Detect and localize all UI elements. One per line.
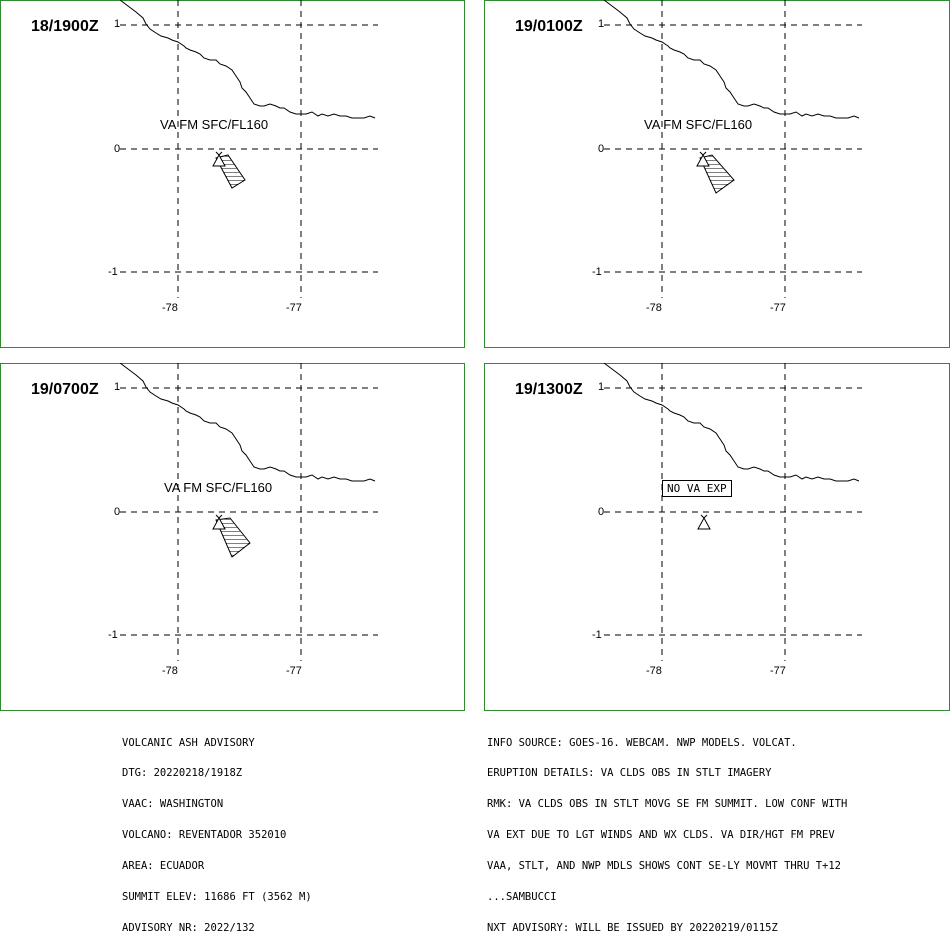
eruption-mark-icon <box>215 151 223 156</box>
no-va-expected-box: NO VA EXP <box>662 480 732 497</box>
lon-label-minus-78: -78 <box>162 302 178 314</box>
advisory-line: AREA: ECUADOR <box>122 860 205 873</box>
forecast-panel-2: 19/0700Z 1 0 -1 -78 -77 VA FM SFC/FL160 <box>0 363 465 711</box>
advisory-line: VAAC: WASHINGTON <box>122 798 224 811</box>
panel-frame <box>0 363 465 711</box>
coastline <box>603 363 860 482</box>
lat-label-minus-1: -1 <box>108 266 118 278</box>
lon-label-minus-77: -77 <box>770 302 786 314</box>
map-graphic <box>119 0 378 298</box>
advisory-line: ...SAMBUCCI <box>487 891 557 904</box>
volcano-icon <box>212 153 226 167</box>
panel-time-label: 19/0100Z <box>515 18 583 35</box>
forecast-panel-1: 19/0100Z 1 0 -1 -78 -77 VA FM SFC/FL160 <box>484 0 950 348</box>
lon-label-minus-78: -78 <box>162 665 178 677</box>
advisory-line: VAA, STLT, AND NWP MDLS SHOWS CONT SE-LY… <box>487 860 842 873</box>
map-graphic <box>119 363 378 661</box>
volcano-icon <box>697 516 711 530</box>
advisory-line: DTG: 20220218/1918Z <box>122 767 243 780</box>
advisory-line: ADVISORY NR: 2022/132 <box>122 921 255 934</box>
volcano-icon <box>212 516 226 530</box>
advisory-line: SUMMIT ELEV: 11686 FT (3562 M) <box>122 891 312 904</box>
coastline <box>119 0 376 119</box>
forecast-panel-3: 19/1300Z 1 0 -1 -78 -77 NO VA EXP <box>484 363 950 711</box>
advisory-line: VOLCANIC ASH ADVISORY <box>122 736 255 749</box>
eruption-mark-icon <box>699 151 707 156</box>
va-level-label: VA FM SFC/FL160 <box>164 480 273 495</box>
advisory-details-block: INFO SOURCE: GOES-16. WEBCAM. NWP MODELS… <box>487 717 847 944</box>
panel-time-label: 19/0700Z <box>31 381 99 398</box>
lat-label-1: 1 <box>114 18 121 30</box>
lat-label-1: 1 <box>114 381 121 393</box>
panel-time-label: 18/1900Z <box>31 18 99 35</box>
va-level-label: VA FM SFC/FL160 <box>644 117 753 132</box>
advisory-line: NXT ADVISORY: WILL BE ISSUED BY 20220219… <box>487 921 778 934</box>
advisory-line: RMK: VA CLDS OBS IN STLT MOVG SE FM SUMM… <box>487 798 848 811</box>
lon-label-minus-78: -78 <box>646 665 662 677</box>
lat-label-0: 0 <box>114 506 121 518</box>
lat-label-0: 0 <box>598 506 605 518</box>
panel-frame <box>0 0 465 348</box>
eruption-mark-icon <box>215 514 223 519</box>
lat-label-0: 0 <box>598 143 605 155</box>
panel-time-label: 19/1300Z <box>515 381 583 398</box>
map-graphic <box>603 0 862 298</box>
lat-label-minus-1: -1 <box>592 266 602 278</box>
advisory-line: INFO SOURCE: GOES-16. WEBCAM. NWP MODELS… <box>487 736 797 749</box>
advisory-line: ERUPTION DETAILS: VA CLDS OBS IN STLT IM… <box>487 767 772 780</box>
advisory-line: VOLCANO: REVENTADOR 352010 <box>122 829 287 842</box>
lon-label-minus-78: -78 <box>646 302 662 314</box>
lon-label-minus-77: -77 <box>286 302 302 314</box>
va-level-label: VA FM SFC/FL160 <box>160 117 269 132</box>
lon-label-minus-77: -77 <box>770 665 786 677</box>
advisory-header-block: VOLCANIC ASH ADVISORY DTG: 20220218/1918… <box>122 717 312 944</box>
volcano-icon <box>696 153 710 167</box>
advisory-line: VA EXT DUE TO LGT WINDS AND WX CLDS. VA … <box>487 829 835 842</box>
map-graphic <box>603 363 862 661</box>
lon-label-minus-77: -77 <box>286 665 302 677</box>
eruption-mark-icon <box>700 514 708 519</box>
forecast-panel-0: 18/1900Z 1 0 -1 -78 -77 VA FM SFC/FL160 <box>0 0 465 348</box>
coastline <box>603 0 860 119</box>
lat-label-0: 0 <box>114 143 121 155</box>
lat-label-1: 1 <box>598 381 605 393</box>
coastline <box>119 363 376 482</box>
lat-label-1: 1 <box>598 18 605 30</box>
lat-label-minus-1: -1 <box>108 629 118 641</box>
lat-label-minus-1: -1 <box>592 629 602 641</box>
